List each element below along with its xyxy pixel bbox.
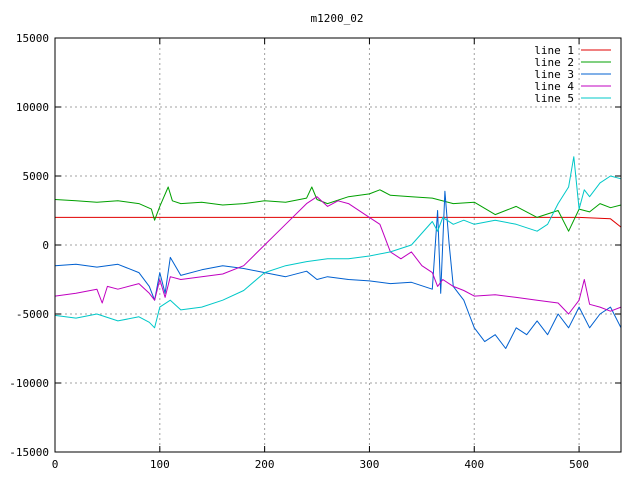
x-tick-label: 500 <box>569 458 589 471</box>
y-tick-label: 5000 <box>23 170 50 183</box>
legend-label: line 4 <box>534 80 574 93</box>
legend-label: line 1 <box>534 44 574 57</box>
legend-label: line 3 <box>534 68 574 81</box>
legend-label: line 5 <box>534 92 574 105</box>
y-tick-label: -10000 <box>9 377 49 390</box>
axis-ticks: 0 100 200 300 400 500 -15000 -10000 -5000 0 5000 10… <box>9 32 621 471</box>
x-tick-label: 100 <box>150 458 170 471</box>
y-tick-label: -5000 <box>16 308 49 321</box>
y-tick-label: 15000 <box>16 32 49 45</box>
y-tick-label: 0 <box>42 239 49 252</box>
series-lines <box>54 156 622 349</box>
x-tick-label: 300 <box>360 458 380 471</box>
x-tick-label: 0 <box>52 458 59 471</box>
plot-frame <box>54 37 622 453</box>
series-line-4 <box>54 196 622 315</box>
grid <box>55 38 621 452</box>
x-tick-label: 400 <box>464 458 484 471</box>
series-line-3 <box>54 190 622 349</box>
y-tick-label: -15000 <box>9 446 49 459</box>
chart-title: m1200_02 <box>311 12 364 25</box>
x-tick-label: 200 <box>255 458 275 471</box>
legend-label: line 2 <box>534 56 574 69</box>
series-line-1 <box>55 216 622 228</box>
series-line-5 <box>54 156 622 329</box>
series-line-2 <box>54 186 622 232</box>
y-tick-label: 10000 <box>16 101 49 114</box>
